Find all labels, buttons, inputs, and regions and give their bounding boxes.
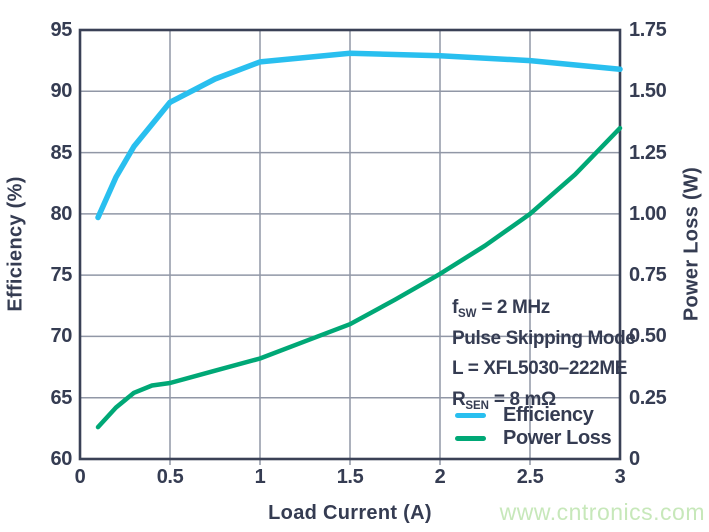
annotation-line-rsen: RSEN = 8 mΩ [452, 388, 635, 419]
annotation-text: = 8 mΩ [488, 388, 556, 410]
legend: Efficiency Power Loss [455, 404, 612, 450]
watermark: www.cntronics.com [499, 499, 705, 525]
plot-border [78, 28, 622, 461]
y-left-tick-label: 90 [50, 80, 73, 103]
y-left-tick-label: 60 [50, 448, 73, 470]
annotation-text: = 2 MHz [476, 297, 550, 318]
y-left-tick-label: 95 [50, 19, 73, 41]
y-right-tick-label: 1.00 [629, 202, 667, 225]
annotation-text: Pulse Skipping Mode [452, 327, 636, 349]
y-left-tick-label: 85 [50, 141, 73, 164]
x-tick-label: 0.5 [156, 466, 184, 488]
x-axis-title: Load Current (A) [268, 502, 432, 524]
annotation-text: f [452, 297, 458, 318]
y-right-tick-label: 0 [629, 448, 640, 470]
x-tick-label: 1.5 [336, 466, 364, 488]
legend-swatch [455, 436, 486, 441]
y-left-tick-label: 65 [50, 386, 73, 409]
annotation-line-mode: Pulse Skipping Mode [452, 327, 636, 358]
annotation-line-inductor: L = XFL5030–222ME [452, 357, 635, 388]
y-right-tick-label: 0.25 [629, 386, 667, 409]
annotation-line-fsw: fSW = 2 MHz [452, 296, 635, 327]
conditions-annotation: fSW = 2 MHz Pulse Skipping Mode L = XFL5… [452, 296, 636, 419]
y-left-tick-label: 80 [50, 202, 73, 225]
annotation-subscript: SW [457, 308, 477, 320]
y-left-tick-label: 70 [50, 325, 73, 348]
legend-label: Power Loss [503, 427, 612, 449]
y-axis-title-right: Power Loss (W) [680, 166, 703, 322]
efficiency-curve [95, 50, 623, 221]
legend-item-efficiency: Efficiency [455, 404, 611, 427]
y-right-tick-label: 1.50 [629, 80, 667, 103]
legend-item-power-loss: Power Loss [455, 427, 612, 450]
legend-label: Efficiency [503, 404, 594, 426]
y-left-tick-label: 75 [50, 264, 73, 287]
x-tick-label: 0 [74, 466, 86, 488]
x-tick-label: 3 [614, 466, 626, 488]
power-loss-curve [95, 125, 623, 430]
y-right-tick-label: 1.75 [629, 19, 667, 41]
annotation-subscript: SEN [465, 399, 489, 412]
annotation-text: L = XFL5030–222ME [452, 358, 628, 379]
y-axis-title-left: Efficiency (%) [4, 176, 27, 312]
legend-swatch [455, 413, 486, 418]
x-tick-label: 1 [254, 466, 266, 488]
y-right-tick-label: 0.75 [629, 264, 667, 287]
y-right-tick-label: 1.25 [629, 141, 667, 164]
annotation-text: R [452, 388, 466, 410]
y-right-tick-label: 0.50 [629, 325, 667, 348]
x-tick-label: 2 [434, 466, 446, 488]
x-tick-label: 2.5 [516, 466, 544, 488]
